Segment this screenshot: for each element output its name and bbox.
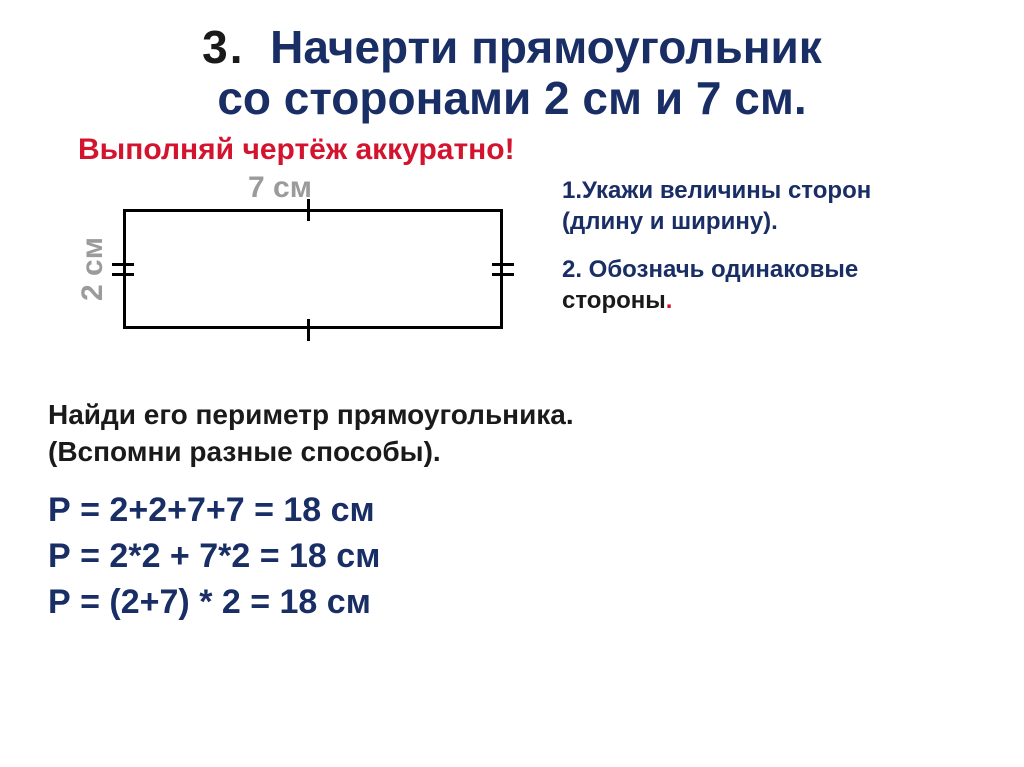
formula-3: Р = (2+7) * 2 = 18 см — [48, 580, 976, 626]
tick-mark — [492, 273, 514, 276]
instruction-steps: 1.Укажи величины сторон (длину и ширину)… — [562, 171, 976, 332]
step-2-line-a: 2. Обозначь одинаковые — [562, 256, 858, 283]
title-line-2: со сторонами 2 см и 7 см. — [217, 72, 806, 124]
task-line-1: Найди его периметр прямоугольника. — [48, 399, 574, 430]
task-instruction: Найди его периметр прямоугольника. (Вспо… — [48, 397, 976, 470]
step-1-line-b: (длину и ширину). — [562, 208, 778, 235]
step-2-dot: . — [666, 287, 673, 314]
title-line-1: Начерти прямоугольник — [270, 21, 822, 73]
formula-2: Р = 2*2 + 7*2 = 18 см — [48, 534, 976, 580]
width-dimension-label: 7 см — [248, 171, 312, 205]
tick-mark — [112, 273, 134, 276]
step-1-line-a: 1.Укажи величины сторон — [562, 177, 871, 204]
step-1: 1.Укажи величины сторон (длину и ширину)… — [562, 175, 976, 237]
task-line-2: (Вспомни разные способы). — [48, 436, 441, 467]
slide-page: 3. Начерти прямоугольник со сторонами 2 … — [0, 0, 1024, 767]
problem-title: 3. Начерти прямоугольник со сторонами 2 … — [48, 22, 976, 123]
subtitle-instruction: Выполняй чертёж аккуратно! — [78, 133, 976, 167]
tick-mark — [112, 263, 134, 266]
height-dimension-label: 2 см — [76, 237, 110, 301]
step-2: 2. Обозначь одинаковые стороны. — [562, 254, 976, 316]
problem-number: 3. — [202, 21, 244, 73]
diagram-and-steps-row: 7 см 2 см 1.Укажи величины сторон (длину… — [48, 171, 976, 381]
rectangle-diagram: 7 см 2 см — [48, 171, 528, 381]
step-2-line-b: стороны — [562, 287, 666, 314]
formula-1: Р = 2+2+7+7 = 18 см — [48, 488, 976, 534]
perimeter-formulas: Р = 2+2+7+7 = 18 см Р = 2*2 + 7*2 = 18 с… — [48, 488, 976, 626]
tick-mark — [307, 199, 310, 221]
tick-mark — [492, 263, 514, 266]
rectangle-shape — [123, 209, 503, 329]
tick-mark — [307, 319, 310, 341]
